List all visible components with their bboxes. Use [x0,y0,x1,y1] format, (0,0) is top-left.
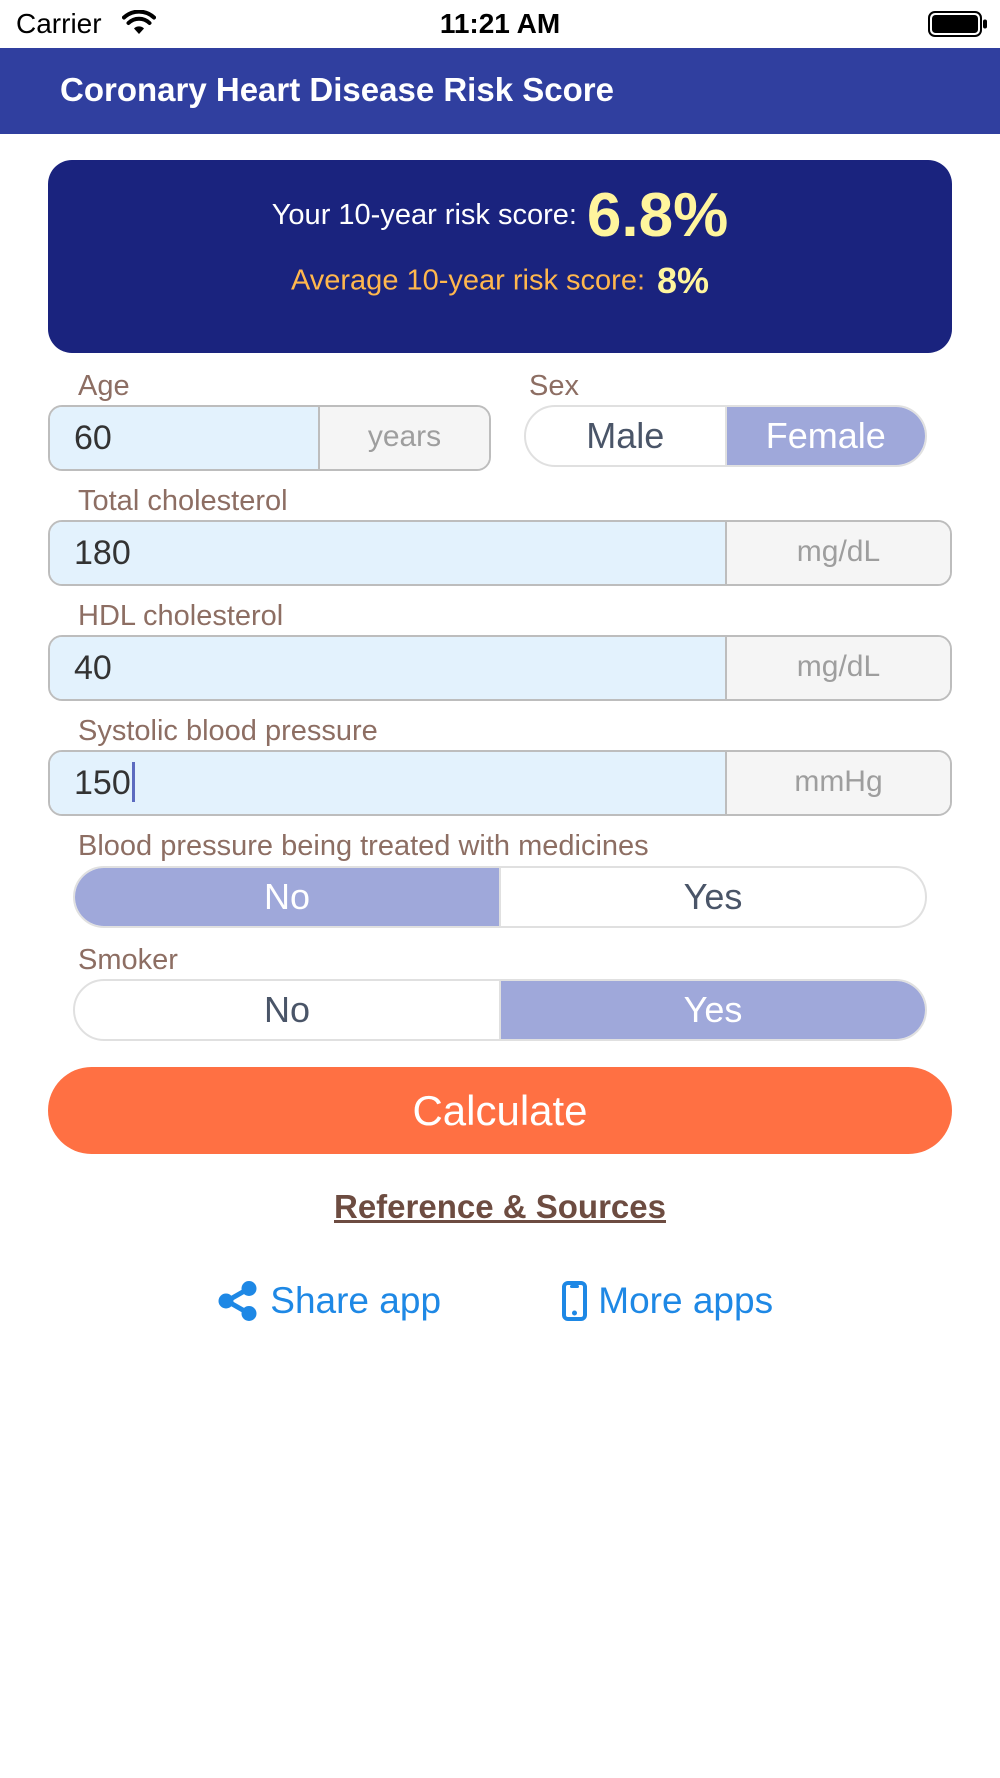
share-icon [218,1281,257,1322]
sex-option-female[interactable]: Female [724,407,925,465]
age-input-group: 60 years [48,405,491,471]
age-unit: years [320,407,489,469]
battery-icon [928,11,987,37]
status-bar: Carrier 11:21 AM [0,0,1000,48]
result-card: Your 10-year risk score: 6.8% Average 10-… [48,160,952,353]
title-bar: Coronary Heart Disease Risk Score [0,48,1000,134]
page-title: Coronary Heart Disease Risk Score [60,71,614,108]
hdl-cholesterol-input-group: 40 mg/dL [48,635,952,701]
sex-label: Sex [529,370,579,402]
average-risk-row: Average 10-year risk score: 8% [48,260,952,302]
age-label: Age [78,370,130,402]
smoker-label: Smoker [78,944,178,976]
sex-option-male[interactable]: Male [586,415,665,456]
total-cholesterol-input-group: 180 mg/dL [48,520,952,586]
hdl-cholesterol-input[interactable]: 40 [50,637,727,699]
bp-treated-segmented-control: No Yes [73,866,927,928]
share-app-label: Share app [270,1280,442,1322]
bp-treated-option-yes[interactable]: Yes [499,868,925,926]
share-app-link[interactable]: Share app [216,1278,441,1326]
smoker-segmented-control: No Yes [73,979,927,1041]
age-value: 60 [74,419,112,457]
total-cholesterol-unit: mg/dL [727,522,950,584]
total-cholesterol-input[interactable]: 180 [50,522,727,584]
wifi-icon [122,10,156,34]
systolic-bp-input[interactable]: 150 [50,752,727,814]
average-risk-value: 8% [657,260,710,301]
your-risk-label: Your 10-year risk score: [271,199,577,231]
average-risk-label: Average 10-year risk score: [290,264,646,297]
your-risk-row: Your 10-year risk score: 6.8% [48,180,952,251]
more-apps-link[interactable]: More apps [562,1278,773,1326]
clock: 11:21 AM [439,8,561,39]
text-cursor [131,762,135,803]
bp-treated-label: Blood pressure being treated with medici… [78,830,649,862]
systolic-bp-unit: mmHg [727,752,950,814]
systolic-bp-label: Systolic blood pressure [78,715,378,747]
mobile-phone-icon [562,1281,587,1322]
systolic-bp-input-group: 150 mmHg [48,750,952,816]
sex-segmented-control: Male Female [524,405,927,467]
age-input[interactable]: 60 [50,407,320,469]
smoker-option-no[interactable]: No [263,989,311,1030]
reference-sources-link[interactable]: Reference & Sources [334,1188,666,1225]
hdl-cholesterol-value: 40 [74,649,112,687]
calculate-button[interactable]: Calculate [48,1067,952,1154]
total-cholesterol-label: Total cholesterol [78,485,288,517]
hdl-cholesterol-label: HDL cholesterol [78,600,284,632]
bp-treated-option-no[interactable]: No [75,868,499,926]
smoker-option-yes[interactable]: Yes [499,981,925,1039]
your-risk-value: 6.8% [586,181,729,250]
more-apps-label: More apps [598,1280,774,1322]
carrier-label: Carrier [16,8,102,39]
hdl-cholesterol-unit: mg/dL [727,637,950,699]
total-cholesterol-value: 180 [74,534,131,572]
systolic-bp-value: 150 [74,764,131,802]
